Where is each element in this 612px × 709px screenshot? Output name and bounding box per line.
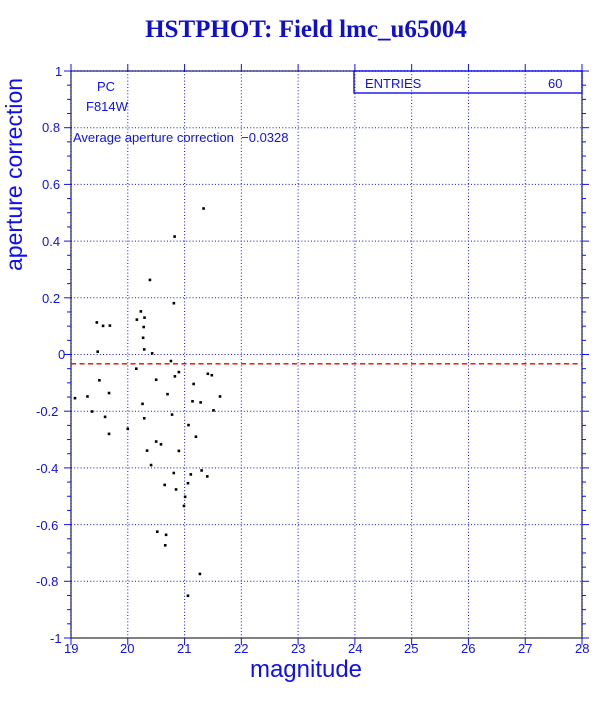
svg-text:aperture correction: aperture correction xyxy=(1,78,27,271)
